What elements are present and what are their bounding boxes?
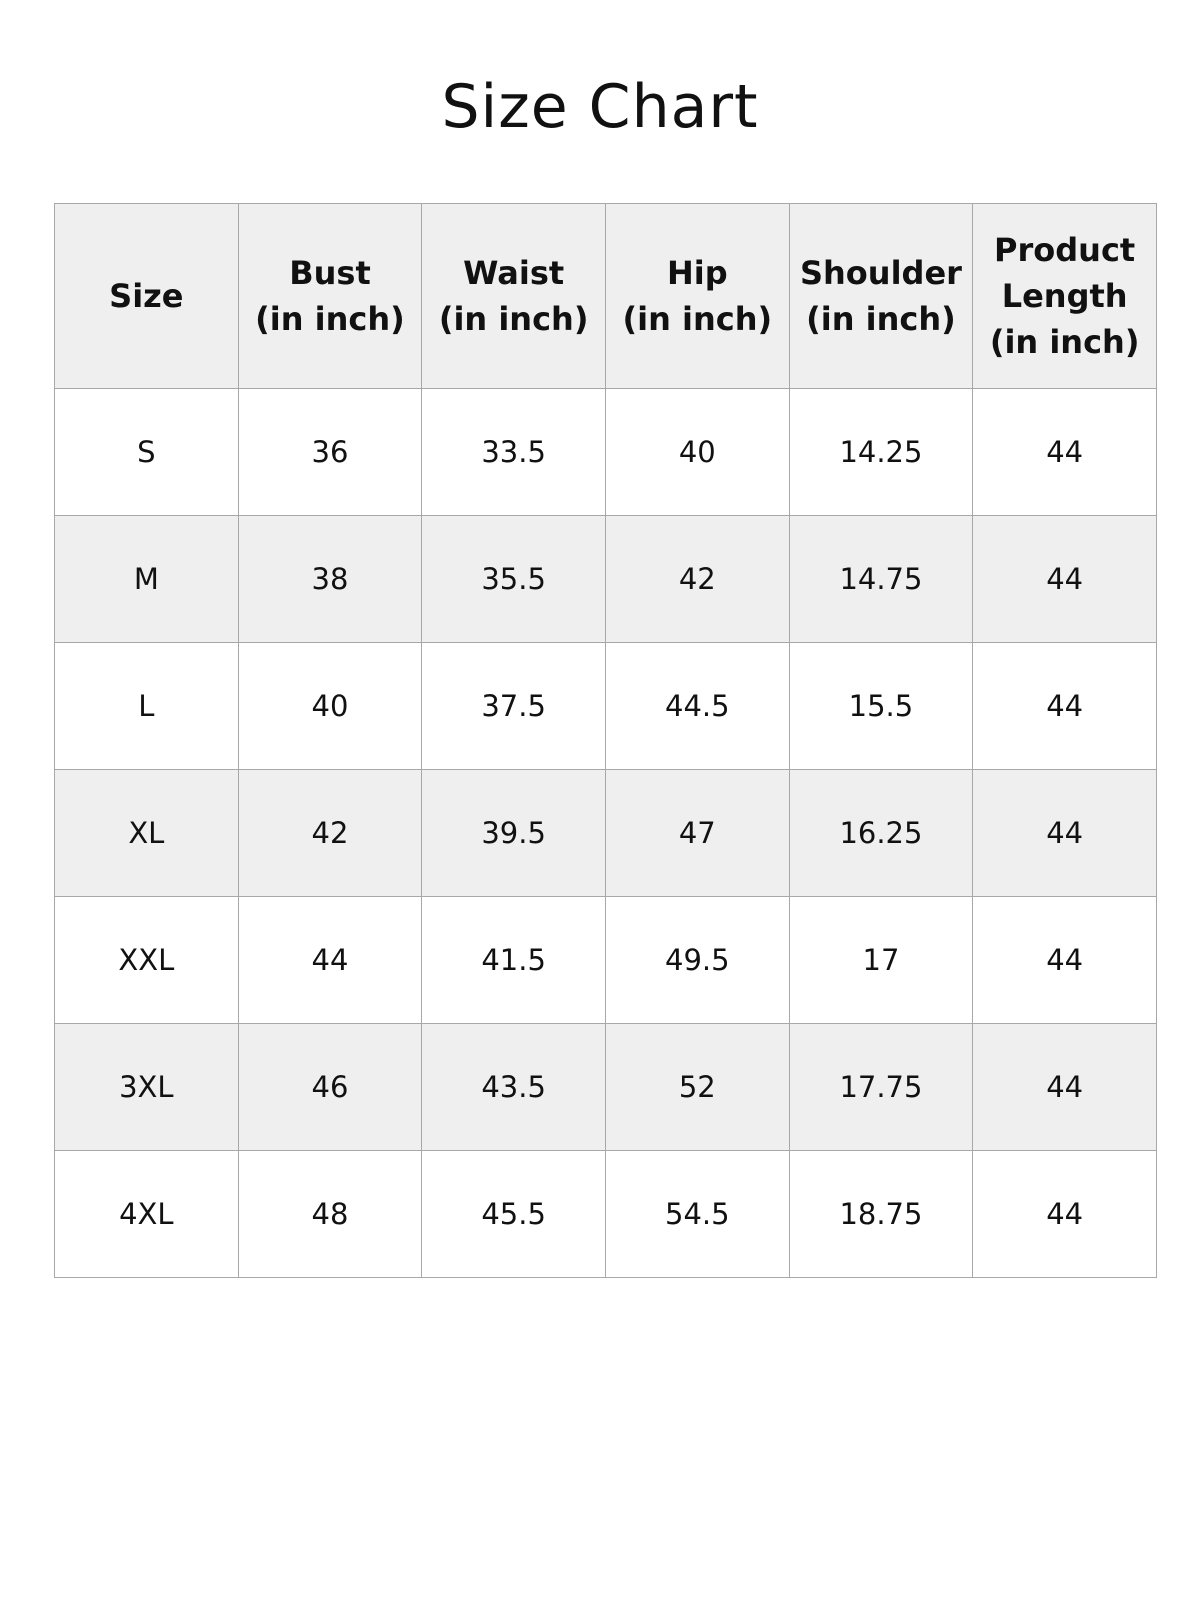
column-header-line: (in inch) xyxy=(989,323,1140,361)
table-cell: 4XL xyxy=(54,1150,239,1278)
table-cell: 44 xyxy=(972,515,1157,643)
table-cell: 16.25 xyxy=(788,769,974,897)
table-cell: 40 xyxy=(604,388,790,516)
table-row: 3XL 46 43.5 52 17.75 44 xyxy=(54,1023,1157,1151)
table-cell: XXL xyxy=(54,896,239,1024)
table-cell: 14.25 xyxy=(788,388,974,516)
table-cell: 14.75 xyxy=(788,515,974,643)
table-cell: 49.5 xyxy=(604,896,790,1024)
table-cell: 17 xyxy=(788,896,974,1024)
table-cell: 36 xyxy=(237,388,423,516)
column-header-line: Hip xyxy=(666,254,728,292)
table-cell: 41.5 xyxy=(421,896,606,1024)
column-header-line: (in inch) xyxy=(622,300,773,338)
size-chart-table: Size Bust (in inch) Waist (in inch) Hip (in in… xyxy=(54,203,1157,1278)
table-cell: 15.5 xyxy=(788,642,974,770)
table-cell: 44 xyxy=(972,896,1157,1024)
column-header: Waist (in inch) xyxy=(421,203,606,389)
table-cell: 48 xyxy=(237,1150,423,1278)
column-header-line: (in inch) xyxy=(438,300,589,338)
column-header-line: Waist xyxy=(463,254,565,292)
table-cell: 38 xyxy=(237,515,423,643)
table-cell: 44 xyxy=(972,1023,1157,1151)
header-row: Size Bust (in inch) Waist (in inch) Hip (in in… xyxy=(54,203,1157,389)
table-cell: 3XL xyxy=(54,1023,239,1151)
table-cell: 46 xyxy=(237,1023,423,1151)
table-row: XL 42 39.5 47 16.25 44 xyxy=(54,769,1157,897)
table-cell: 33.5 xyxy=(421,388,606,516)
table-row: XXL 44 41.5 49.5 17 44 xyxy=(54,896,1157,1024)
column-header-line: (in inch) xyxy=(255,300,405,338)
table-cell: 43.5 xyxy=(421,1023,606,1151)
table-cell: 42 xyxy=(604,515,790,643)
table-cell: M xyxy=(54,515,239,643)
column-header: Product Length (in inch) xyxy=(972,203,1157,389)
page-title: Size Chart xyxy=(441,72,759,142)
table-row: 4XL 48 45.5 54.5 18.75 44 xyxy=(54,1150,1157,1278)
column-header-line: (in inch) xyxy=(806,300,956,338)
column-header-line: Length xyxy=(1001,277,1128,315)
column-header: Size xyxy=(54,203,239,389)
table-row: S 36 33.5 40 14.25 44 xyxy=(54,388,1157,516)
column-header: Shoulder (in inch) xyxy=(788,203,974,389)
table-cell: 44 xyxy=(972,769,1157,897)
column-header-line: Shoulder xyxy=(799,254,962,292)
column-header-line: Bust xyxy=(289,254,371,292)
table-cell: 47 xyxy=(604,769,790,897)
table-cell: S xyxy=(54,388,239,516)
table-cell: 40 xyxy=(237,642,423,770)
table-cell: 45.5 xyxy=(421,1150,606,1278)
table-row: M 38 35.5 42 14.75 44 xyxy=(54,515,1157,643)
table-cell: 17.75 xyxy=(788,1023,974,1151)
table-cell: 44 xyxy=(972,642,1157,770)
table-cell: 44 xyxy=(972,1150,1157,1278)
table-cell: 37.5 xyxy=(421,642,606,770)
table-row: L 40 37.5 44.5 15.5 44 xyxy=(54,642,1157,770)
table-cell: 44 xyxy=(972,388,1157,516)
table-cell: 18.75 xyxy=(788,1150,974,1278)
table-cell: 54.5 xyxy=(604,1150,790,1278)
table-cell: XL xyxy=(54,769,239,897)
table-cell: 35.5 xyxy=(421,515,606,643)
table-cell: L xyxy=(54,642,239,770)
column-header: Hip (in inch) xyxy=(604,203,790,389)
table-cell: 39.5 xyxy=(421,769,606,897)
table-cell: 44 xyxy=(237,896,423,1024)
table-cell: 44.5 xyxy=(604,642,790,770)
column-header-line: Product xyxy=(994,231,1136,269)
table-cell: 52 xyxy=(604,1023,790,1151)
table-cell: 42 xyxy=(237,769,423,897)
column-header: Bust (in inch) xyxy=(237,203,423,389)
column-header-line: Size xyxy=(109,277,184,315)
